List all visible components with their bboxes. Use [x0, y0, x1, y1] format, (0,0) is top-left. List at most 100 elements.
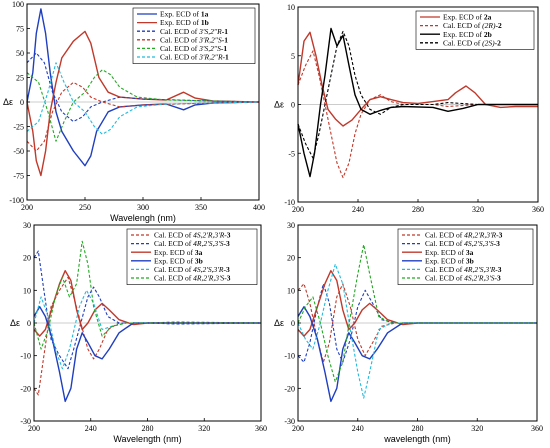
legend-entry: Exp. ECD of 1b [160, 18, 209, 27]
y-tick-label: 75 [16, 25, 24, 34]
x-tick-label: 280 [142, 424, 154, 433]
legend-entry: Cal. ECD of 3'R,2''R-1 [160, 53, 229, 62]
legend-entry: Cal. ECD of 4R,2'R,3'R-3 [425, 231, 503, 240]
y-tick-label: -5 [288, 149, 295, 158]
x-tick-label: 240 [352, 205, 364, 214]
y-tick-label: -25 [13, 123, 24, 132]
y-tick-label: -30 [20, 417, 31, 426]
legend-entry: Cal. ECD of 3'S,2''R-1 [160, 27, 228, 36]
series-line-4 [297, 30, 538, 159]
series-line-5 [26, 69, 260, 142]
y-tick-label: 20 [23, 254, 31, 263]
legend-box [126, 228, 258, 285]
legend-entry: Cal. ECD of (2R)-2 [443, 21, 502, 30]
x-tick-label: 280 [412, 424, 424, 433]
y-tick-label: -30 [284, 417, 295, 426]
series-line-2 [297, 50, 538, 179]
legend-entry: Cal. ECD of 4R,2'S,3'S-3 [154, 239, 230, 248]
y-tick-label: 100 [12, 0, 24, 9]
legend-entry: Exp. ECD of 3b [425, 256, 474, 265]
x-axis-title: Wavelength (nm) [113, 434, 181, 444]
legend-entry: Cal. ECD of 4R,2'S,3'R-3 [425, 265, 502, 274]
x-tick-label: 250 [79, 203, 91, 212]
x-tick-label: 360 [532, 205, 544, 214]
x-axis-title: wavelength (nm) [383, 434, 451, 444]
y-tick-label: -20 [284, 384, 295, 393]
legend-entry: Cal. ECD of 4S,2'R,3'S-3 [425, 274, 501, 283]
ecd-panel-2: 200 240 280 320 360 10 5 0 -5 -10 Δε Exp. ECD of 2a… [274, 3, 544, 214]
ecd-panel-1: 200 250 300 350 4001007550250-25-50-75-100Wa… [3, 0, 265, 223]
legend-entry: Exp. ECD of 3a [425, 248, 474, 257]
legend-box [397, 228, 534, 285]
series-line-6 [33, 240, 261, 350]
series-line-1 [26, 8, 260, 167]
series-line-1 [33, 276, 262, 396]
y-tick-label: 50 [16, 49, 24, 58]
y-tick-label: -10 [20, 352, 31, 361]
series-line-3 [33, 270, 261, 337]
y-axis-title: Δε [3, 97, 13, 107]
y-tick-label: -75 [13, 172, 24, 181]
legend-entry: Cal. ECD of 4R,2'R,3'S-3 [154, 274, 231, 283]
x-tick-label: 200 [21, 203, 33, 212]
x-tick-label: 350 [195, 203, 207, 212]
legend-entry: Exp. ECD of 3b [154, 256, 203, 265]
x-tick-label: 240 [85, 424, 97, 433]
y-tick-label: 10 [287, 3, 295, 12]
ecd-panel-3: 200 240 280 320 360 30 20 10 0 -10 -20 -30 Wavelengt… [10, 221, 267, 444]
series-line-2 [26, 30, 260, 177]
legend-entry: Exp. ECD of 1a [160, 10, 209, 19]
x-tick-label: 320 [472, 205, 484, 214]
series-line-1 [297, 31, 538, 127]
series-line-5 [297, 263, 537, 399]
series-line-6 [297, 244, 537, 383]
y-tick-label: 30 [287, 221, 295, 230]
y-tick-label: -50 [13, 147, 24, 156]
x-tick-label: 400 [253, 203, 265, 212]
x-tick-label: 200 [292, 205, 304, 214]
series-line-5 [33, 289, 261, 370]
series-line-3 [297, 270, 537, 337]
x-tick-label: 240 [352, 424, 364, 433]
series-line-4 [26, 81, 260, 152]
y-axis-title: Δε [274, 100, 284, 110]
y-tick-label: 10 [23, 286, 31, 295]
legend-entry: Cal. ECD of 3'R,2''S-1 [160, 35, 228, 44]
legend-entry: Exp. ECD of 2a [443, 13, 492, 22]
legend-entry: Cal. ECD of 4S,2'R,3'R-3 [154, 231, 231, 240]
legend-entry: Cal. ECD of 3'S,2''S-1 [160, 44, 227, 53]
ecd-panel-4: 200 240 280 320 360 30 20 10 0 -10 -20 -30 wavelengt… [274, 221, 543, 444]
y-tick-label: -20 [20, 384, 31, 393]
series-line-3 [297, 27, 538, 178]
x-tick-label: 360 [531, 424, 543, 433]
y-tick-label: 10 [287, 286, 295, 295]
x-tick-label: 320 [471, 424, 483, 433]
legend-entry: Exp. ECD of 2b [443, 30, 492, 39]
legend-entry: Cal. ECD of (2S)-2 [443, 38, 501, 47]
y-tick-label: 0 [27, 319, 31, 328]
y-tick-label: 0 [291, 101, 295, 110]
y-tick-label: 20 [287, 254, 295, 263]
series-line-4 [297, 306, 537, 403]
x-tick-label: 200 [28, 424, 40, 433]
y-axis-title: Δε [274, 318, 284, 328]
x-tick-label: 300 [137, 203, 149, 212]
legend-entry: Cal. ECD of 4S,2'S,3'S-3 [425, 239, 500, 248]
y-tick-label: 0 [291, 319, 295, 328]
x-tick-label: 360 [255, 424, 267, 433]
y-tick-label: 30 [23, 221, 31, 230]
y-tick-label: 5 [291, 52, 295, 61]
series-line-3 [26, 52, 260, 123]
y-tick-label: 0 [20, 98, 24, 107]
legend-box [132, 7, 256, 64]
y-tick-label: 25 [16, 74, 24, 83]
y-tick-label: -10 [284, 198, 295, 207]
legend-entry: Cal. ECD of 4S,2'S,3'R-3 [154, 265, 230, 274]
x-tick-label: 320 [198, 424, 210, 433]
x-tick-label: 280 [412, 205, 424, 214]
x-tick-label: 200 [292, 424, 304, 433]
